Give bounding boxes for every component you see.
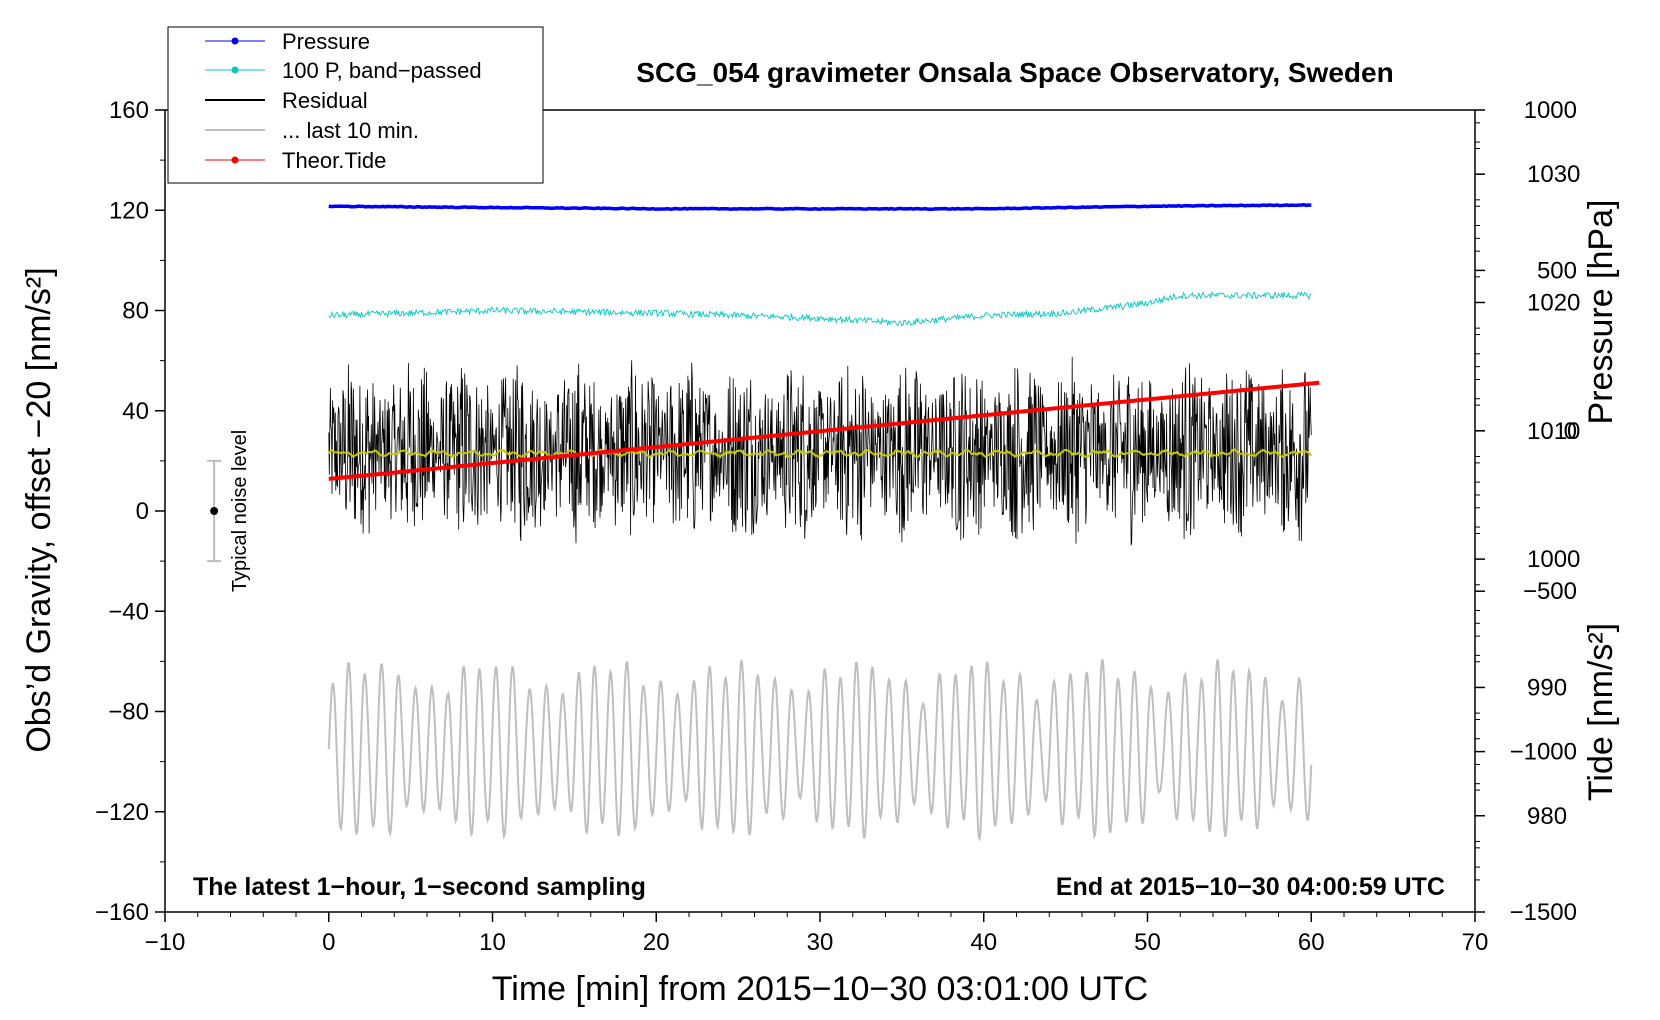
noise-level-point (210, 507, 219, 515)
y-tick-label: 40 (122, 398, 149, 425)
y-tick-label: 0 (136, 498, 149, 525)
y-tick-label: −40 (108, 598, 149, 625)
bandpassed-pressure-line (328, 291, 1312, 327)
data-series (327, 202, 1320, 842)
x-tick-label: 40 (970, 929, 997, 956)
last-10-min-line (327, 658, 1313, 842)
pressure-tick-label: 1030 (1527, 161, 1580, 188)
x-tick-label: −10 (145, 929, 186, 956)
legend-label-tide: Theor.Tide (282, 148, 386, 173)
tide-tick-label: 1000 (1524, 97, 1577, 124)
pressure-tick-label: 1020 (1527, 289, 1580, 316)
legend-item-pressure: Pressure (205, 29, 370, 54)
tide-tick-label: −1500 (1510, 899, 1577, 926)
legend-item-tide: Theor.Tide (205, 148, 386, 173)
pressure-tick-label: 990 (1527, 674, 1567, 701)
x-tick-label: 0 (322, 929, 335, 956)
tide-tick-label: −1000 (1510, 739, 1577, 766)
legend-box (167, 26, 544, 184)
legend-item-bandpassed: 100 P, band−passed (205, 58, 482, 83)
y-axis-label-tide: Tide [nm/s²] (1582, 623, 1620, 801)
legend-label-last10: ... last 10 min. (282, 118, 419, 143)
legend-label-residual: Residual (282, 88, 368, 113)
y-tick-label: 120 (109, 197, 149, 224)
legend-label-pressure: Pressure (282, 29, 370, 54)
y-axis-label-pressure: Pressure [hPa] (1582, 200, 1620, 425)
pressure-tick-label: 1010 (1527, 418, 1580, 445)
x-tick-label: 50 (1134, 929, 1161, 956)
x-tick-label: 70 (1462, 929, 1489, 956)
tide-tick-label: −500 (1523, 578, 1577, 605)
smoothed-residual-line (327, 448, 1313, 459)
annotation-right: End at 2015−10−30 04:00:59 UTC (1056, 873, 1445, 901)
y-tick-label: 80 (122, 298, 149, 325)
pressure-tick-label: 980 (1527, 803, 1567, 830)
y-tick-label: −160 (95, 899, 149, 926)
residual-series-line (328, 356, 1312, 546)
legend-label-bandpassed: 100 P, band−passed (282, 58, 482, 83)
tide-tick-label: 500 (1537, 257, 1577, 284)
theoretical-tide-line (328, 380, 1320, 481)
legend: Pressure 100 P, band−passed Residual ...… (167, 26, 544, 184)
pressure-series-line (328, 202, 1312, 212)
axis-ticks: −10 0 10 20 30 40 50 60 70−160−120−80−4004080120… (95, 97, 1580, 956)
chart-title: SCG_054 gravimeter Onsala Space Observat… (636, 57, 1393, 88)
tide-tick-label: 0 (1564, 418, 1577, 445)
legend-item-residual: Residual (205, 88, 368, 113)
noise-level-label: Typical noise level (229, 430, 251, 592)
y-tick-label: 160 (109, 97, 149, 124)
noise-level-indicator: Typical noise level (207, 430, 251, 592)
x-tick-label: 10 (479, 929, 506, 956)
pressure-tick-label: 1000 (1527, 546, 1580, 573)
x-tick-label: 20 (643, 929, 670, 956)
x-axis-label: Time [min] from 2015−10−30 03:01:00 UTC (492, 970, 1148, 1008)
annotation-left: The latest 1−hour, 1−second sampling (193, 873, 646, 901)
legend-item-last10: ... last 10 min. (205, 118, 419, 143)
y-tick-label: −120 (95, 799, 149, 826)
x-tick-label: 30 (807, 929, 834, 956)
y-tick-label: −80 (108, 699, 149, 726)
y-axis-label-left: Obs’d Gravity, offset −20 [nm/s²] (20, 267, 58, 752)
x-tick-label: 60 (1298, 929, 1325, 956)
